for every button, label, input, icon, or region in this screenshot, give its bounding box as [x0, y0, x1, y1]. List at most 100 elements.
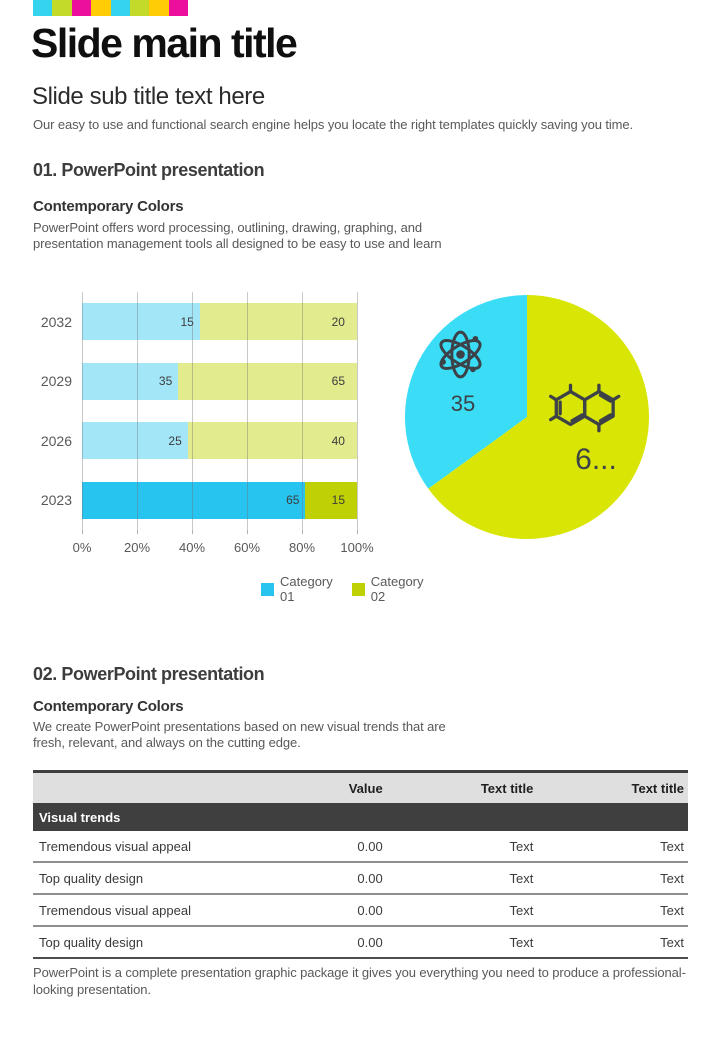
bar-segment-category-01: 35	[82, 362, 179, 400]
gridline	[82, 292, 83, 530]
bar-segment-category-01: 25	[82, 422, 188, 459]
bar-row: 35 65	[82, 362, 357, 400]
table-column-header: Text title	[537, 770, 688, 803]
table-cell: Top quality design	[33, 926, 282, 959]
gridline	[302, 292, 303, 530]
bar-band: 2032 15 20	[41, 292, 357, 352]
stripe-square	[168, 0, 189, 16]
section2-subheading: Contemporary Colors	[33, 698, 184, 715]
section2-heading: 02. PowerPoint presentation	[33, 664, 265, 684]
page-subtitle: Slide sub title text here	[32, 83, 265, 110]
table-group-header-row: Visual trends	[33, 803, 688, 831]
table-cell: Text	[386, 831, 538, 863]
stripe-square	[129, 0, 150, 16]
pie-svg	[405, 295, 649, 539]
bar-value-label: 15	[180, 314, 194, 329]
section1-body: PowerPoint offers word processing, outli…	[33, 220, 442, 251]
bar-value-label: 40	[331, 433, 345, 448]
gridline	[357, 292, 358, 530]
bar-row: 65 15	[82, 481, 357, 519]
bar-value-label: 65	[331, 374, 345, 388]
table-group-header: Visual trends	[33, 803, 688, 831]
table-cell: Text	[537, 926, 688, 959]
axis-tick	[192, 530, 193, 534]
bar-value-label: 20	[331, 314, 345, 329]
table-row: Tremendous visual appeal 0.00 Text Text	[33, 831, 688, 863]
atom-icon	[434, 327, 487, 382]
table-header-row: Value Text title Text title	[33, 770, 688, 803]
section2-body: We create PowerPoint presentations based…	[33, 719, 446, 750]
bar-row: 15 20	[82, 303, 357, 340]
page-description: Our easy to use and functional search en…	[33, 117, 634, 132]
bar-segment-category-02: 40	[187, 422, 357, 459]
stripe-square	[71, 0, 92, 16]
x-axis-label: 20%	[123, 540, 151, 555]
bar-segment-category-02: 20	[199, 303, 357, 340]
gridline	[137, 292, 138, 530]
table-cell: 0.00	[281, 831, 387, 863]
table-column-header: Value	[281, 770, 387, 803]
legend-item: Category 02	[351, 574, 424, 604]
section1-heading: 01. PowerPoint presentation	[33, 160, 265, 180]
legend-label: Category 02	[370, 574, 424, 604]
bar-band: 2023 65 15	[41, 471, 357, 531]
bar-value-label: 65	[286, 493, 300, 507]
bar-category-label: 2032	[40, 313, 72, 330]
stripe-square	[91, 0, 111, 16]
bar-value-label: 25	[168, 433, 182, 448]
table-row: Top quality design 0.00 Text Text	[33, 926, 688, 959]
table-cell: Tremendous visual appeal	[33, 831, 282, 863]
gridline	[192, 292, 193, 530]
axis-tick	[137, 530, 138, 534]
data-table: Value Text title Text title Visual trends T…	[33, 770, 688, 959]
bar-segment-category-02: 65	[178, 362, 357, 400]
bar-category-label: 2026	[40, 432, 72, 449]
axis-tick	[82, 530, 83, 534]
table-cell: Text	[537, 894, 688, 927]
x-axis-label: 100%	[340, 540, 374, 555]
table-column-header	[33, 770, 282, 803]
table-row: Top quality design 0.00 Text Text	[33, 862, 688, 895]
stripe-square	[149, 0, 169, 16]
x-axis-label: 40%	[178, 540, 206, 555]
bar-segment-category-01: 15	[82, 303, 200, 340]
bar-value-label: 15	[331, 493, 345, 507]
stripe-square	[33, 0, 53, 16]
bar-row: 25 40	[82, 422, 357, 459]
stacked-bar-chart: 2032 15 20 2029 35 65 2026 25 40 2023 65 15 0% 20% 40%…	[33, 292, 424, 604]
footer-text: PowerPoint is a complete presentation gr…	[33, 965, 686, 997]
table-cell: Text	[386, 862, 538, 895]
legend-item: Category 01	[261, 574, 333, 604]
bar-value-label: 35	[158, 374, 173, 388]
bar-band: 2029 35 65	[41, 352, 357, 412]
axis-tick	[302, 530, 303, 534]
axis-tick	[357, 530, 358, 534]
stripe-square	[52, 0, 72, 16]
x-axis-label: 0%	[72, 540, 92, 555]
chart-legend: Category 01 Category 02	[261, 574, 424, 604]
table-cell: Top quality design	[33, 862, 282, 895]
pie-chart: 35 6...	[405, 295, 649, 539]
bar-band: 2026 25 40	[41, 411, 357, 471]
legend-label: Category 01	[280, 574, 333, 604]
x-axis-label: 60%	[233, 540, 261, 555]
table-cell: Text	[537, 862, 688, 895]
legend-swatch	[261, 582, 274, 596]
table-cell: Tremendous visual appeal	[33, 894, 282, 927]
legend-swatch	[351, 582, 365, 596]
x-axis-label: 80%	[288, 540, 316, 555]
table-cell: 0.00	[281, 862, 387, 895]
table-cell: Text	[537, 831, 688, 863]
bar-chart-plot-area: 2032 15 20 2029 35 65 2026 25 40 2023 65 15 0% 20% 40%…	[41, 292, 374, 555]
molecule-icon	[541, 379, 629, 437]
pie-slice-1	[405, 295, 527, 489]
axis-tick	[247, 530, 248, 534]
stripe-square	[110, 0, 130, 16]
section1-subheading: Contemporary Colors	[33, 198, 184, 215]
pie-slice-2	[428, 295, 649, 539]
page-title: Slide main title	[31, 20, 298, 66]
bar-category-label: 2023	[40, 492, 72, 509]
table-cell: 0.00	[281, 894, 387, 927]
table-cell: Text	[386, 894, 538, 927]
